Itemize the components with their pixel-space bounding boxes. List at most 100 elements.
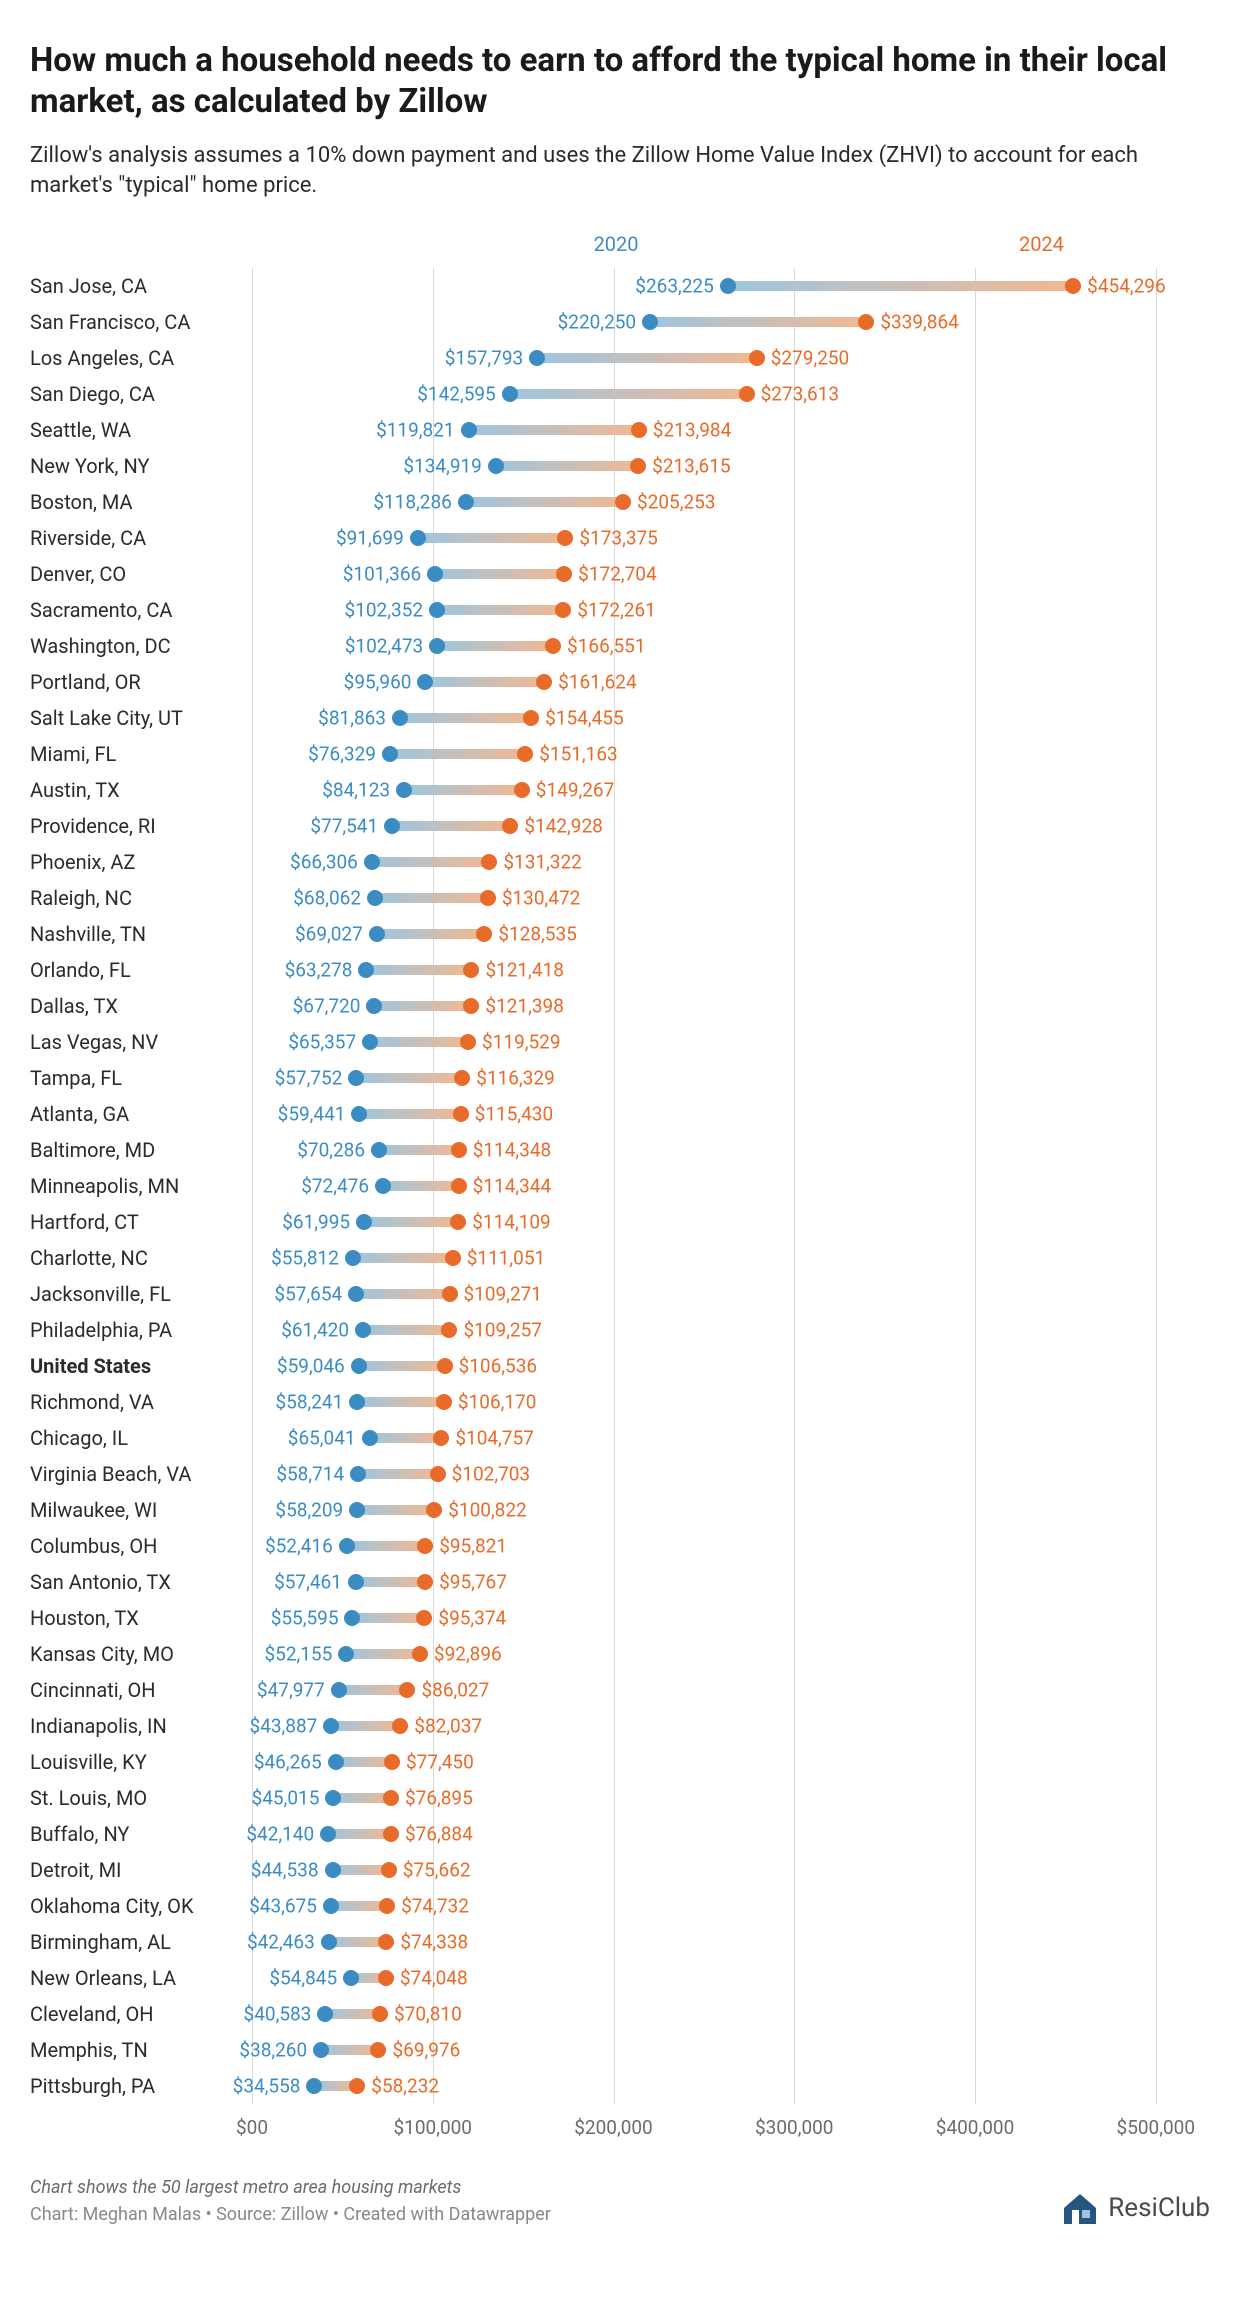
row-plot: $70,286$114,348 [252, 1132, 1210, 1168]
row-label: Minneapolis, MN [30, 1174, 252, 1198]
connector-bar [437, 641, 553, 651]
row-label: Seattle, WA [30, 418, 252, 442]
dot-2020 [529, 350, 545, 366]
value-2020: $157,793 [445, 347, 524, 370]
row-label: Hartford, CT [30, 1210, 252, 1234]
connector-bar [356, 1289, 449, 1299]
chart-row: Miami, FL$76,329$151,163 [30, 736, 1210, 772]
connector-bar [357, 1397, 444, 1407]
chart-row: Indianapolis, IN$43,887$82,037 [30, 1708, 1210, 1744]
value-2024: $161,624 [558, 671, 637, 694]
chart-row: Detroit, MI$44,538$75,662 [30, 1852, 1210, 1888]
dot-2020 [642, 314, 658, 330]
value-2024: $109,271 [464, 1283, 543, 1306]
dot-2024 [463, 962, 479, 978]
row-label: San Francisco, CA [30, 310, 252, 334]
value-2020: $69,027 [295, 923, 363, 946]
dot-2020 [429, 602, 445, 618]
row-label: Cleveland, OH [30, 2002, 252, 2026]
value-2024: $173,375 [579, 527, 658, 550]
row-label: Buffalo, NY [30, 1822, 252, 1846]
value-2024: $77,450 [406, 1751, 474, 1774]
value-2024: $70,810 [394, 2003, 462, 2026]
dot-2024 [437, 1358, 453, 1374]
dot-2024 [615, 494, 631, 510]
row-label: Virginia Beach, VA [30, 1462, 252, 1486]
value-2020: $76,329 [308, 743, 376, 766]
dot-2020 [328, 1754, 344, 1770]
row-label: Pittsburgh, PA [30, 2074, 252, 2098]
value-2024: $74,338 [400, 1931, 468, 1954]
chart-row: Charlotte, NC$55,812$111,051 [30, 1240, 1210, 1276]
axis-tick: $100,000 [394, 2116, 473, 2139]
dot-2020 [306, 2078, 322, 2094]
row-plot: $54,845$74,048 [252, 1960, 1210, 1996]
chart-row: Atlanta, GA$59,441$115,430 [30, 1096, 1210, 1132]
row-plot: $38,260$69,976 [252, 2032, 1210, 2068]
value-2020: $57,654 [274, 1283, 342, 1306]
connector-bar [496, 461, 638, 471]
dot-2020 [349, 1394, 365, 1410]
chart-row: Los Angeles, CA$157,793$279,250 [30, 340, 1210, 376]
value-2020: $118,286 [373, 491, 452, 514]
row-label: Oklahoma City, OK [30, 1894, 252, 1918]
value-2024: $279,250 [771, 347, 850, 370]
connector-bar [359, 1109, 460, 1119]
chart-row: San Francisco, CA$220,250$339,864 [30, 304, 1210, 340]
row-label: Philadelphia, PA [30, 1318, 252, 1342]
row-label: Nashville, TN [30, 922, 252, 946]
row-plot: $69,027$128,535 [252, 916, 1210, 952]
row-plot: $65,041$104,757 [252, 1420, 1210, 1456]
chart-row: Louisville, KY$46,265$77,450 [30, 1744, 1210, 1780]
dot-2024 [417, 1538, 433, 1554]
value-2024: $172,704 [578, 563, 657, 586]
value-2020: $77,541 [310, 815, 378, 838]
dot-2020 [348, 1070, 364, 1086]
value-2024: $86,027 [421, 1679, 489, 1702]
dot-2020 [461, 422, 477, 438]
value-2020: $43,887 [250, 1715, 318, 1738]
value-2020: $58,209 [275, 1499, 343, 1522]
chart-row: Kansas City, MO$52,155$92,896 [30, 1636, 1210, 1672]
legend-2020: 2020 [594, 232, 639, 256]
row-plot: $59,046$106,536 [252, 1348, 1210, 1384]
row-plot: $52,416$95,821 [252, 1528, 1210, 1564]
dot-2024 [858, 314, 874, 330]
value-2024: $154,455 [545, 707, 624, 730]
chart-row: Chicago, IL$65,041$104,757 [30, 1420, 1210, 1456]
row-label: Atlanta, GA [30, 1102, 252, 1126]
dot-2024 [370, 2042, 386, 2058]
connector-bar [353, 1253, 453, 1263]
chart-row: Richmond, VA$58,241$106,170 [30, 1384, 1210, 1420]
dot-2020 [384, 818, 400, 834]
dot-2024 [739, 386, 755, 402]
dot-2020 [488, 458, 504, 474]
row-plot: $263,225$454,296 [252, 268, 1210, 304]
row-label: Indianapolis, IN [30, 1714, 252, 1738]
dot-2024 [517, 746, 533, 762]
row-plot: $101,366$172,704 [252, 556, 1210, 592]
chart-row: Salt Lake City, UT$81,863$154,455 [30, 700, 1210, 736]
value-2024: $95,374 [438, 1607, 506, 1630]
value-2020: $142,595 [417, 383, 496, 406]
chart-row: St. Louis, MO$45,015$76,895 [30, 1780, 1210, 1816]
chart-row: Jacksonville, FL$57,654$109,271 [30, 1276, 1210, 1312]
connector-bar [377, 929, 485, 939]
value-2020: $42,140 [246, 1823, 314, 1846]
row-label: Cincinnati, OH [30, 1678, 252, 1702]
value-2020: $59,046 [277, 1355, 345, 1378]
chart-row: Austin, TX$84,123$149,267 [30, 772, 1210, 808]
value-2020: $42,463 [247, 1931, 315, 1954]
dot-2024 [416, 1610, 432, 1626]
connector-bar [650, 317, 866, 327]
value-2020: $66,306 [290, 851, 358, 874]
value-2020: $59,441 [278, 1103, 346, 1126]
dot-2024 [557, 530, 573, 546]
connector-bar [728, 281, 1073, 291]
chart-row: Baltimore, MD$70,286$114,348 [30, 1132, 1210, 1168]
x-axis: $00$100,000$200,000$300,000$400,000$500,… [30, 2110, 1210, 2144]
connector-bar [510, 389, 747, 399]
chart-rows: San Jose, CA$263,225$454,296San Francisc… [30, 268, 1210, 2104]
dot-2020 [364, 854, 380, 870]
chart-row: Las Vegas, NV$65,357$119,529 [30, 1024, 1210, 1060]
